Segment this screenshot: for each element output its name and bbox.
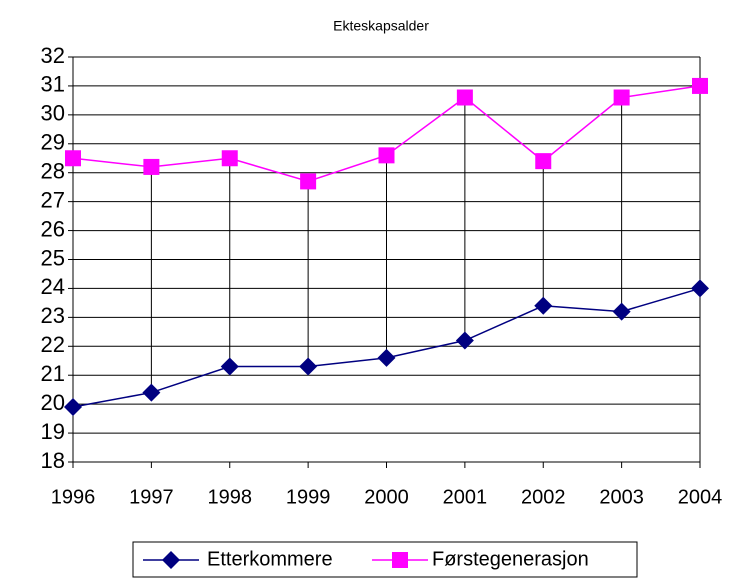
y-tick-label: 25 [41, 245, 65, 270]
marker [143, 158, 160, 175]
marker [162, 551, 180, 569]
marker [392, 552, 408, 568]
marker [142, 383, 161, 402]
marker [455, 331, 474, 350]
y-tick-label: 22 [41, 332, 65, 357]
y-tick-label: 32 [41, 43, 65, 68]
marker [691, 279, 709, 298]
x-tick-label: 2002 [521, 486, 566, 508]
x-tick-label: 2001 [443, 486, 488, 508]
marker [221, 150, 238, 167]
y-tick-label: 21 [41, 361, 65, 386]
x-tick-label: 1998 [208, 486, 253, 508]
marker [378, 147, 395, 164]
y-tick-label: 27 [41, 187, 65, 212]
marker [299, 357, 318, 376]
marker [612, 302, 631, 321]
x-tick-label: 2003 [599, 486, 644, 508]
marker [692, 77, 708, 94]
x-tick-label: 1996 [51, 486, 96, 508]
y-tick-label: 30 [41, 101, 65, 126]
chart-title: Ekteskapsalder [333, 18, 429, 34]
y-tick-label: 23 [41, 303, 65, 328]
y-tick-label: 20 [41, 390, 65, 415]
y-tick-label: 28 [41, 159, 65, 184]
x-tick-label: 2004 [678, 486, 723, 508]
marker [220, 357, 239, 376]
y-tick-label: 18 [41, 448, 65, 473]
y-tick-label: 31 [41, 72, 65, 97]
marker [534, 296, 553, 315]
marker [456, 89, 473, 106]
x-tick-label: 2000 [364, 486, 409, 508]
y-tick-label: 29 [41, 130, 65, 155]
marker [613, 89, 630, 106]
y-tick-label: 19 [41, 419, 65, 444]
x-tick-label: 1999 [286, 486, 331, 508]
x-tick-label: 1997 [129, 486, 174, 508]
marker [535, 153, 552, 170]
marker [300, 173, 317, 190]
marker [377, 348, 396, 367]
legend-label: Førstegenerasjon [432, 548, 589, 570]
legend-label: Etterkommere [207, 548, 333, 570]
marker [64, 398, 82, 417]
y-tick-label: 26 [41, 216, 65, 241]
y-tick-label: 24 [41, 274, 65, 299]
marker [65, 150, 81, 167]
